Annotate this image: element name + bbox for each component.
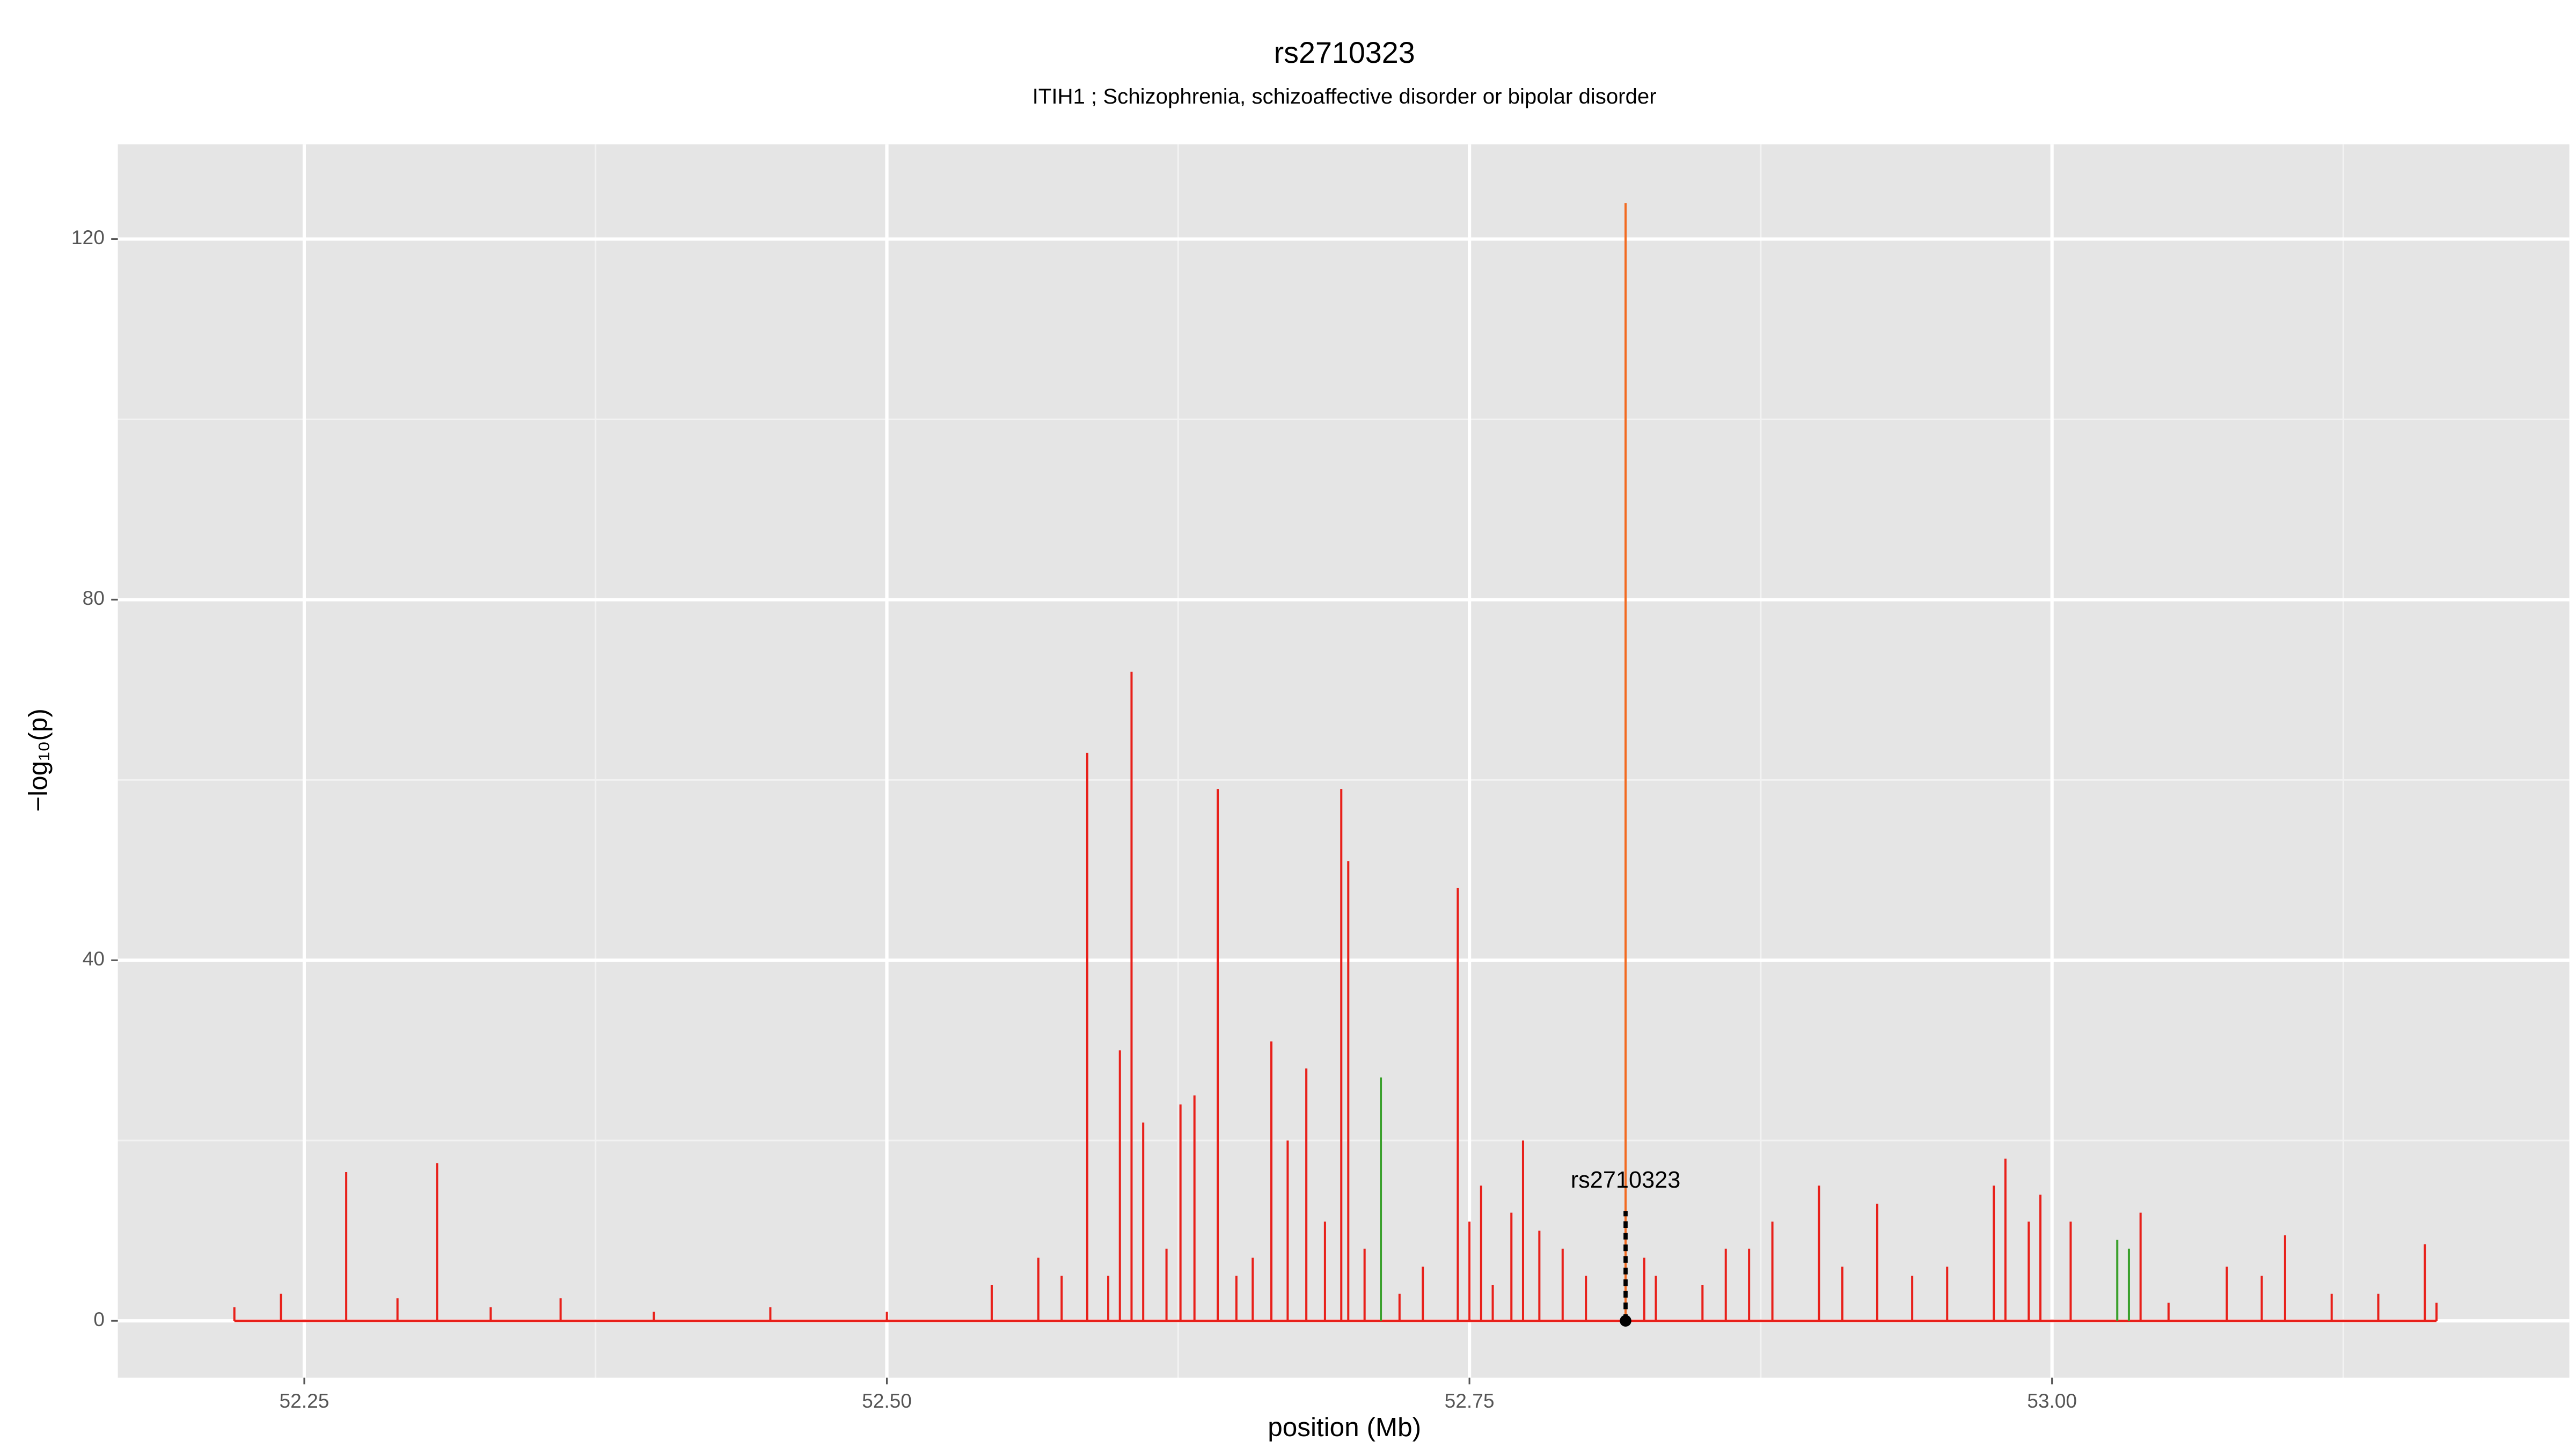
y-tick-label: 80 <box>83 587 105 609</box>
chart-subtitle: ITIH1 ; Schizophrenia, schizoaffective d… <box>1033 84 1657 108</box>
y-axis-label: −log₁₀(p) <box>23 708 53 812</box>
y-tick-label: 120 <box>71 226 105 248</box>
y-tick-label: 40 <box>83 947 105 970</box>
x-tick-label: 52.25 <box>280 1389 330 1412</box>
annotation-point <box>1620 1315 1631 1327</box>
x-tick-label: 52.75 <box>1445 1389 1495 1412</box>
panel <box>118 144 2570 1378</box>
annotation-label: rs2710323 <box>1571 1167 1681 1193</box>
x-tick-label: 52.50 <box>862 1389 912 1412</box>
x-axis-label: position (Mb) <box>1268 1413 1421 1442</box>
chart-title: rs2710323 <box>1274 36 1415 69</box>
x-tick-label: 53.00 <box>2027 1389 2077 1412</box>
y-tick-label: 0 <box>93 1308 105 1330</box>
